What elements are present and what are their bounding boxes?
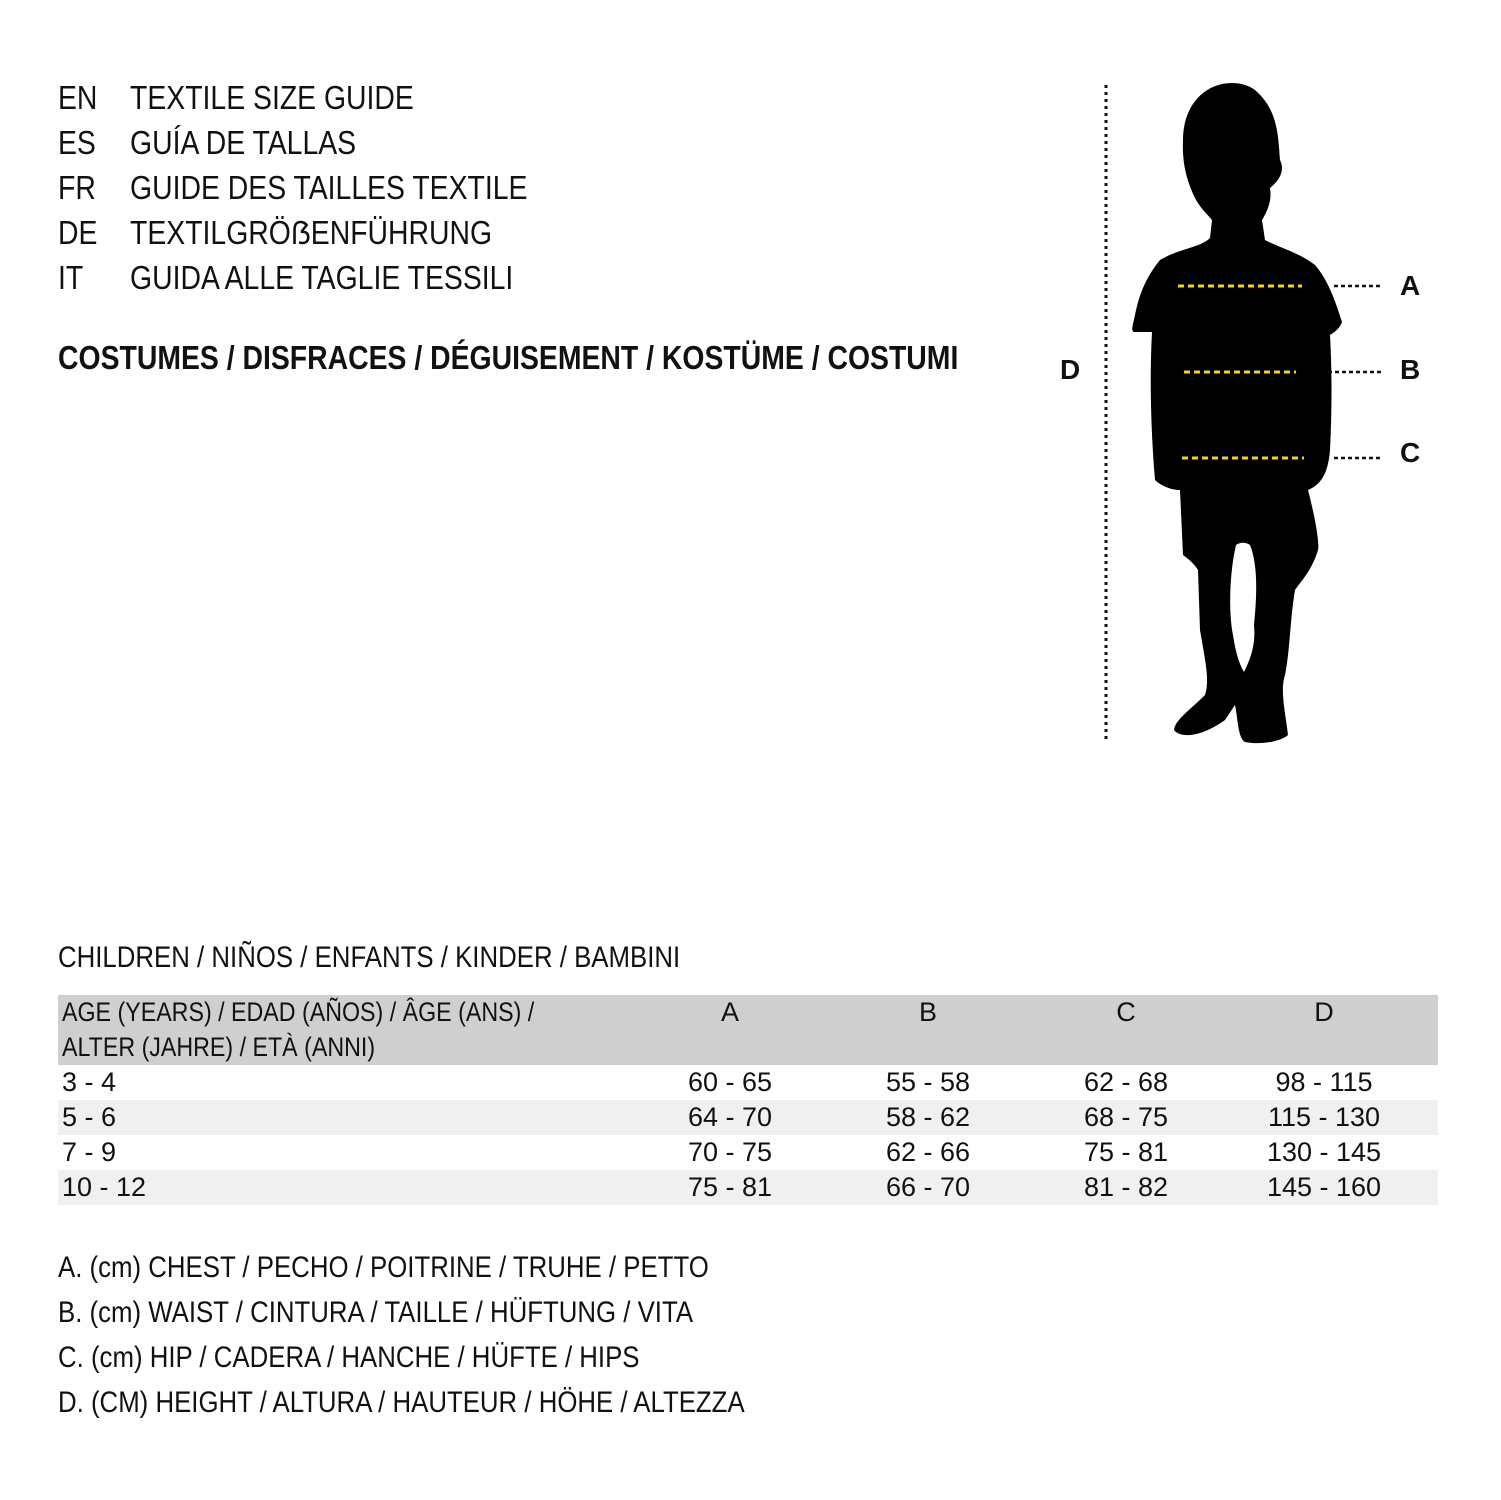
- label-a: A: [1400, 270, 1421, 301]
- lang-title: TEXTILGRÖẞENFÜHRUNG: [130, 214, 493, 251]
- category-heading: COSTUMES / DISFRACES / DÉGUISEMENT / KOS…: [58, 338, 1105, 378]
- table-row: 5 - 6 64 - 70 58 - 62 68 - 75 115 - 130: [58, 1100, 1438, 1135]
- header-b: B: [918, 997, 937, 1027]
- table-row: 3 - 4 60 - 65 55 - 58 62 - 68 98 - 115: [58, 1065, 1438, 1100]
- lang-code: EN: [58, 79, 98, 116]
- table-header-row: AGE (YEARS) / EDAD (AÑOS) / ÂGE (ANS) / …: [58, 995, 1438, 1065]
- cell-age: 7 - 9: [62, 1137, 117, 1167]
- cell-b: 58 - 62: [885, 1102, 971, 1132]
- label-b: B: [1400, 354, 1421, 385]
- legend-waist: B. (cm) WAIST / CINTURA / TAILLE / HÜFTU…: [58, 1296, 694, 1329]
- lang-code: ES: [58, 124, 96, 161]
- cell-d: 130 - 145: [1266, 1137, 1382, 1167]
- table-title: CHILDREN / NIÑOS / ENFANTS / KINDER / BA…: [58, 940, 781, 976]
- cell-c: 75 - 81: [1083, 1137, 1169, 1167]
- cell-age: 3 - 4: [62, 1067, 117, 1097]
- size-table: AGE (YEARS) / EDAD (AÑOS) / ÂGE (ANS) / …: [58, 995, 1438, 1205]
- lang-title: GUÍA DE TALLAS: [130, 124, 357, 161]
- header-age-line1: AGE (YEARS) / EDAD (AÑOS) / ÂGE (ANS) /: [62, 997, 535, 1027]
- measurement-legend: A. (cm) CHEST / PECHO / POITRINE / TRUHE…: [58, 1250, 856, 1430]
- leg-gap: [1230, 542, 1257, 672]
- lang-title: GUIDA ALLE TAGLIE TESSILI: [130, 259, 514, 296]
- cell-b: 66 - 70: [885, 1172, 971, 1202]
- legend-item: A. (cm) CHEST / PECHO / POITRINE / TRUHE…: [58, 1250, 856, 1295]
- header-age: AGE (YEARS) / EDAD (AÑOS) / ÂGE (ANS) / …: [58, 995, 626, 1065]
- cell-d: 145 - 160: [1266, 1172, 1382, 1202]
- label-c: C: [1400, 437, 1421, 468]
- cell-age: 5 - 6: [62, 1102, 117, 1132]
- legend-hip: C. (cm) HIP / CADERA / HANCHE / HÜFTE / …: [58, 1341, 640, 1374]
- lang-title: TEXTILE SIZE GUIDE: [130, 79, 414, 116]
- table-title-text: CHILDREN / NIÑOS / ENFANTS / KINDER / BA…: [58, 941, 681, 974]
- table-row: 10 - 12 75 - 81 66 - 70 81 - 82 145 - 16…: [58, 1170, 1438, 1205]
- lang-code: IT: [58, 259, 84, 296]
- legend-item: D. (CM) HEIGHT / ALTURA / HAUTEUR / HÖHE…: [58, 1385, 856, 1430]
- cell-age: 10 - 12: [62, 1172, 147, 1202]
- cell-c: 68 - 75: [1083, 1102, 1169, 1132]
- cell-a: 64 - 70: [687, 1102, 773, 1132]
- label-d: D: [1060, 354, 1081, 385]
- header-d: D: [1314, 997, 1334, 1027]
- cell-a: 70 - 75: [687, 1137, 773, 1167]
- child-silhouette-icon: [1104, 83, 1382, 744]
- cell-c: 62 - 68: [1083, 1067, 1169, 1097]
- category-text: COSTUMES / DISFRACES / DÉGUISEMENT / KOS…: [58, 339, 959, 376]
- cell-d: 115 - 130: [1267, 1102, 1381, 1132]
- cell-a: 60 - 65: [687, 1067, 773, 1097]
- cell-b: 62 - 66: [885, 1137, 971, 1167]
- cell-b: 55 - 58: [885, 1067, 971, 1097]
- lang-code: DE: [58, 214, 98, 251]
- lang-code: FR: [58, 169, 96, 206]
- cell-a: 75 - 81: [687, 1172, 773, 1202]
- table-row: 7 - 9 70 - 75 62 - 66 75 - 81 130 - 145: [58, 1135, 1438, 1170]
- lang-title: GUIDE DES TAILLES TEXTILE: [130, 169, 528, 206]
- legend-height: D. (CM) HEIGHT / ALTURA / HAUTEUR / HÖHE…: [58, 1386, 745, 1419]
- child-measurement-figure: A B C D: [1040, 70, 1460, 760]
- legend-item: B. (cm) WAIST / CINTURA / TAILLE / HÜFTU…: [58, 1295, 856, 1340]
- cell-c: 81 - 82: [1083, 1172, 1169, 1202]
- legend-item: C. (cm) HIP / CADERA / HANCHE / HÜFTE / …: [58, 1340, 856, 1385]
- legend-chest: A. (cm) CHEST / PECHO / POITRINE / TRUHE…: [58, 1251, 709, 1284]
- header-age-line2: ALTER (JAHRE) / ETÀ (ANNI): [62, 1032, 376, 1062]
- cell-d: 98 - 115: [1275, 1067, 1373, 1097]
- silhouette: [1132, 83, 1342, 744]
- header-c: C: [1116, 997, 1136, 1027]
- header-a: A: [720, 997, 739, 1027]
